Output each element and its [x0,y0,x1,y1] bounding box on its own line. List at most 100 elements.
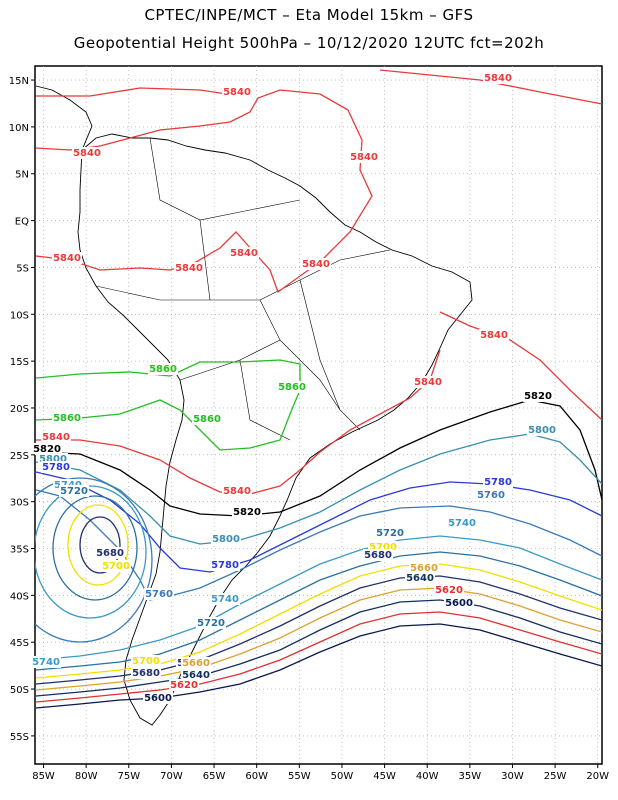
lon-tick-label: 50W [331,771,354,782]
lon-tick-label: 70W [160,771,183,782]
contour-label-bg [409,562,439,574]
title-line-1: CPTEC/INPE/MCT – Eta Model 15km – GFS [144,6,474,24]
lat-tick-label: 5N [15,170,29,181]
lat-tick-label: 15S [10,357,29,368]
lon-tick-label: 60W [245,771,268,782]
contour-label-bg [181,669,211,681]
contour-label-bg [210,593,240,605]
lat-tick-label: 35S [10,545,29,556]
contour-label-bg [52,252,82,264]
contour-label-bg [143,692,173,704]
lon-tick-label: 30W [501,771,524,782]
contour-label-bg [95,547,125,559]
lon-tick-label: 55W [288,771,311,782]
contour-label-5860: 5860 [53,413,81,424]
contour-label-5780: 5780 [211,560,239,571]
contour-label-5840: 5840 [230,248,258,259]
contour-label-5720: 5720 [376,528,404,539]
contour-label-bg [434,584,464,596]
contour-5740 [35,535,602,661]
contour-label-5840: 5840 [42,432,70,443]
contour-5800 [35,433,602,545]
lon-tick-label: 20W [586,771,609,782]
lat-tick-label: 40S [10,591,29,602]
contour-5620 [35,611,602,703]
contour-label-5800: 5800 [39,454,67,465]
lon-tick-label: 80W [75,771,98,782]
contour-label-5820: 5820 [524,391,552,402]
contour-label-bg [144,588,174,600]
central-america-outline [35,85,93,151]
contour-label-5680: 5680 [364,550,392,561]
lon-tick-label: 45W [373,771,396,782]
coastlines [35,85,473,726]
contour-label-5720: 5720 [197,618,225,629]
contour-label-bg [349,151,379,163]
axis-labels: 85W 80W 75W 70W 65W 60W 55W 50W 45W 40W 35W 30W 25W 2… [9,76,609,782]
contour-5840-east [36,311,602,495]
lon-tick-label: 35W [459,771,482,782]
contour-label-5840: 5840 [175,263,203,274]
contour-label-5840: 5840 [302,259,330,270]
contour-label-5700: 5700 [132,656,160,667]
lat-tick-label: 15N [9,76,29,87]
contour-label-bg [229,247,259,259]
lat-tick-label: 50S [10,685,29,696]
contour-label-bg [375,527,405,539]
lat-tick-label: 30S [10,498,29,509]
contour-5840-top [36,69,602,105]
lon-tick-label: 65W [203,771,226,782]
contour-label-bg [232,506,262,518]
country-borders [95,137,391,441]
contour-label-bg [447,517,477,529]
contour-label-bg [483,72,513,84]
contour-label-bg [479,329,509,341]
lat-tick-label: 5S [16,263,29,274]
contour-label-5660: 5660 [182,658,210,669]
contour-label-bg [41,431,71,443]
contour-label-5640: 5640 [406,573,434,584]
contour-label-5620: 5620 [435,585,463,596]
contour-label-bg [32,443,62,455]
contour-label-5840: 5840 [484,73,512,84]
contour-label-5860: 5860 [149,364,177,375]
contour-label-bg [523,390,553,402]
lon-tick-label: 40W [416,771,439,782]
contour-label-bg [31,656,61,668]
map-frame [34,65,603,765]
contour-label-bg [174,262,204,274]
contour-5660 [35,587,602,691]
contour-label-5840: 5840 [53,253,81,264]
contour-label-5800: 5800 [212,534,240,545]
contour-label-bg [192,413,222,425]
contour-label-5700: 5700 [102,561,130,572]
contour-labels: 5840 5840 5840 5840 5840 5840 5840 5840 5840 5840… [31,72,557,704]
contour-label-bg [210,559,240,571]
contour-label-5840: 5840 [480,330,508,341]
lat-tick-label: 55S [10,732,29,743]
title-line-2: Geopotential Height 500hPa – 10/12/2020 … [73,34,545,52]
contour-label-bg [527,424,557,436]
lat-tick-label: EQ [15,217,29,228]
contour-label-5760: 5760 [477,490,505,501]
lat-tick-label: 10S [10,310,29,321]
contour-label-5840: 5840 [223,486,251,497]
contour-label-5660: 5660 [410,563,438,574]
contour-5860 [35,359,301,451]
contour-label-5860: 5860 [193,414,221,425]
contour-label-5780: 5780 [42,462,70,473]
contour-label-bg [222,485,252,497]
contour-label-5820: 5820 [233,507,261,518]
contour-label-bg [101,560,131,572]
contour-5640 [35,599,602,697]
contour-label-bg [211,533,241,545]
contour-label-bg [222,86,252,98]
contour-label-bg [52,412,82,424]
contour-label-bg [169,679,199,691]
lat-tick-label: 10N [9,123,29,134]
contour-label-5840: 5840 [350,152,378,163]
contour-label-bg [277,381,307,393]
contour-label-5600: 5600 [445,598,473,609]
closed-low-5700 [67,504,129,586]
